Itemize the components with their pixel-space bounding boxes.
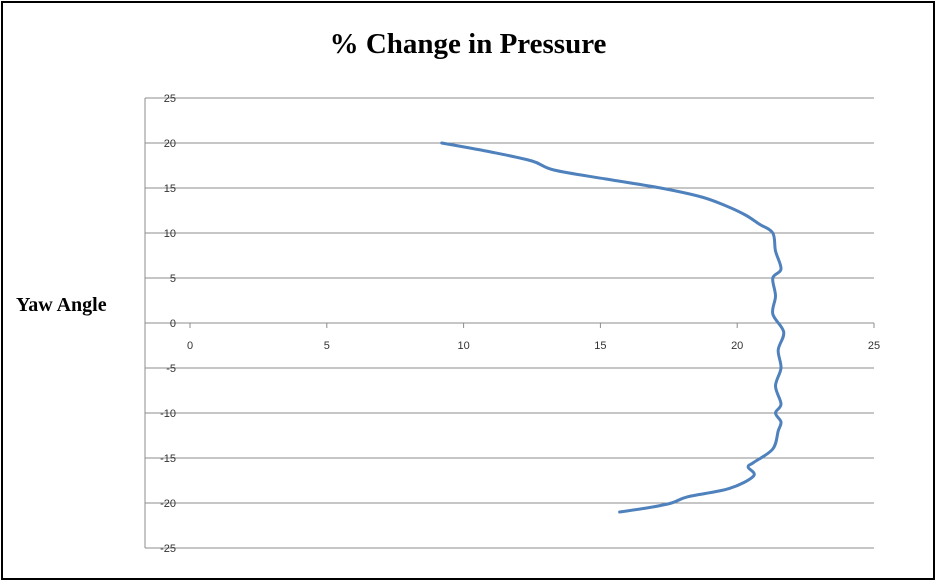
y-tick-label: 20 (164, 138, 176, 150)
y-tick-label: -15 (160, 453, 176, 465)
x-tick-label: 5 (324, 340, 330, 352)
chart-title: % Change in Pressure (329, 28, 607, 60)
y-axis-label: Yaw Angle (16, 294, 107, 316)
y-tick-label: -10 (160, 408, 176, 420)
x-tick-label: 10 (457, 340, 469, 352)
y-tick-label: 15 (164, 183, 176, 195)
y-tick-label: 0 (170, 318, 176, 330)
y-tick-label: -25 (160, 543, 176, 555)
x-tick-label: 15 (594, 340, 606, 352)
y-tick-label: 10 (164, 228, 176, 240)
x-tick-label: 25 (868, 340, 880, 352)
y-tick-label: 5 (170, 273, 176, 285)
y-tick-label: 25 (164, 93, 176, 105)
x-tick-label: 20 (731, 340, 743, 352)
series-line-0 (440, 141, 786, 514)
x-tick-label: 0 (187, 340, 193, 352)
y-tick-label: -5 (166, 363, 176, 375)
y-tick-label: -20 (160, 498, 176, 510)
